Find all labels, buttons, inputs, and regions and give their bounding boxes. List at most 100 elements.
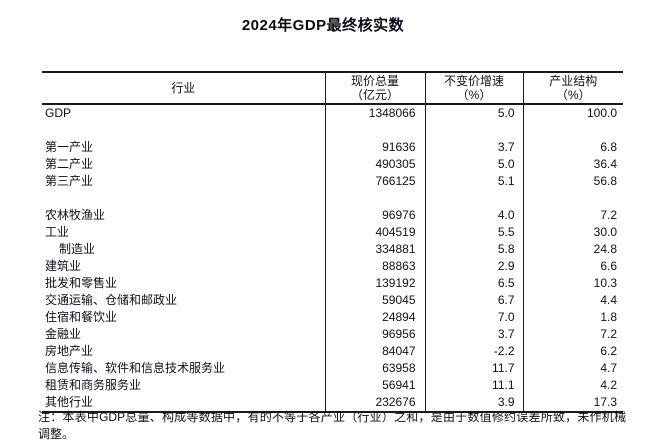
industry-cell: 第二产业 (45, 157, 94, 171)
table-row: 批发和零售业 139192 6.5 10.3 (42, 275, 623, 292)
growth-cell: 4.0 (424, 207, 523, 224)
table-row: 第二产业 490305 5.0 36.4 (42, 156, 623, 173)
growth-cell (424, 122, 523, 139)
industry-cell: 房地产业 (45, 344, 94, 358)
table-footnote: 注：本表中GDP总量、构成等数据中，有的不等于各产业（行业）之和，是由于数值修约… (38, 410, 626, 441)
structure-cell: 4.7 (522, 360, 623, 377)
growth-cell: 7.0 (424, 309, 523, 326)
header-growth: 不变价增速 （%） (424, 72, 523, 105)
header-current-total: 现价总量 （亿元） (324, 72, 425, 105)
growth-cell: 11.1 (424, 377, 523, 394)
structure-cell: 1.8 (522, 309, 623, 326)
structure-cell: 36.4 (522, 156, 623, 173)
structure-cell: 4.2 (522, 377, 623, 394)
structure-cell: 7.2 (522, 326, 623, 343)
industry-cell: 其他行业 (45, 395, 94, 409)
industry-cell: 建筑业 (45, 259, 82, 273)
structure-cell: 6.6 (522, 258, 623, 275)
header-growth-line2: （%） (456, 88, 492, 102)
structure-cell: 17.3 (522, 394, 623, 412)
header-structure-line2: （%） (555, 88, 591, 102)
table-row: 住宿和餐饮业 24894 7.0 1.8 (42, 309, 623, 326)
structure-cell (522, 190, 623, 207)
table-row: 金融业 96956 3.7 7.2 (42, 326, 623, 343)
structure-cell (522, 122, 623, 139)
total-cell: 24894 (324, 309, 425, 326)
table-row: 交通运输、仓储和邮政业 59045 6.7 4.4 (42, 292, 623, 309)
total-cell: 490305 (324, 156, 425, 173)
industry-cell: 农林牧渔业 (45, 208, 106, 222)
industry-cell: 制造业 (59, 242, 96, 256)
growth-cell: 3.7 (424, 326, 523, 343)
industry-cell: 交通运输、仓储和邮政业 (45, 293, 178, 307)
table-row-spacer (42, 122, 623, 139)
structure-cell: 7.2 (522, 207, 623, 224)
header-current-total-line2: （亿元） (350, 88, 399, 102)
table-row: 第三产业 766125 5.1 56.8 (42, 173, 623, 190)
structure-cell: 4.4 (522, 292, 623, 309)
growth-cell: 5.1 (424, 173, 523, 190)
total-cell (324, 122, 425, 139)
table-row-spacer (42, 190, 623, 207)
structure-cell: 24.8 (522, 241, 623, 258)
table-row: 工业 404519 5.5 30.0 (42, 224, 623, 241)
total-cell: 88863 (324, 258, 425, 275)
table-row: 其他行业 232676 3.9 17.3 (42, 394, 623, 412)
growth-cell: 6.7 (424, 292, 523, 309)
structure-cell: 30.0 (522, 224, 623, 241)
growth-cell: 3.9 (424, 394, 523, 412)
table-header: 行业 现价总量 （亿元） 不变价增速 （%） 产业结构 （%） (42, 72, 623, 105)
header-structure: 产业结构 （%） (522, 72, 623, 105)
table-row: GDP 1348066 5.0 100.0 (42, 104, 623, 122)
table-row: 第一产业 91636 3.7 6.8 (42, 139, 623, 156)
page-title: 2024年GDP最终核实数 (241, 17, 405, 34)
growth-cell: 5.0 (424, 104, 523, 122)
header-structure-line1: 产业结构 (549, 74, 598, 88)
growth-cell: 5.0 (424, 156, 523, 173)
industry-cell: 第一产业 (45, 140, 94, 154)
industry-cell: 信息传输、软件和信息技术服务业 (45, 361, 226, 375)
growth-cell: 5.8 (424, 241, 523, 258)
header-industry-label: 行业 (171, 81, 196, 95)
total-cell: 96956 (324, 326, 425, 343)
total-cell: 232676 (324, 394, 425, 412)
total-cell: 63958 (324, 360, 425, 377)
header-current-total-line1: 现价总量 (350, 74, 399, 88)
table-row: 制造业 334881 5.8 24.8 (42, 241, 623, 258)
header-industry: 行业 (42, 72, 325, 105)
total-cell: 96976 (324, 207, 425, 224)
industry-cell: 第三产业 (45, 174, 94, 188)
structure-cell: 10.3 (522, 275, 623, 292)
growth-cell (424, 190, 523, 207)
total-cell: 334881 (324, 241, 425, 258)
growth-cell: 5.5 (424, 224, 523, 241)
structure-cell: 6.8 (522, 139, 623, 156)
total-cell (324, 190, 425, 207)
header-growth-line1: 不变价增速 (443, 74, 504, 88)
structure-cell: 6.2 (522, 343, 623, 360)
gdp-data-table: 行业 现价总量 （亿元） 不变价增速 （%） 产业结构 （%） GDP 1 (42, 71, 623, 413)
table-row: 建筑业 88863 2.9 6.6 (42, 258, 623, 275)
table-row: 租赁和商务服务业 56941 11.1 4.2 (42, 377, 623, 394)
structure-cell: 100.0 (522, 104, 623, 122)
total-cell: 139192 (324, 275, 425, 292)
industry-cell: 住宿和餐饮业 (45, 310, 118, 324)
industry-cell (42, 122, 325, 139)
total-cell: 59045 (324, 292, 425, 309)
growth-cell: -2.2 (424, 343, 523, 360)
table-row: 房地产业 84047 -2.2 6.2 (42, 343, 623, 360)
industry-cell (42, 190, 325, 207)
growth-cell: 11.7 (424, 360, 523, 377)
total-cell: 84047 (324, 343, 425, 360)
table-row: 农林牧渔业 96976 4.0 7.2 (42, 207, 623, 224)
total-cell: 1348066 (324, 104, 425, 122)
growth-cell: 3.7 (424, 139, 523, 156)
structure-cell: 56.8 (522, 173, 623, 190)
industry-cell: 工业 (45, 225, 70, 239)
total-cell: 56941 (324, 377, 425, 394)
total-cell: 766125 (324, 173, 425, 190)
total-cell: 91636 (324, 139, 425, 156)
industry-cell: 批发和零售业 (45, 276, 118, 290)
total-cell: 404519 (324, 224, 425, 241)
growth-cell: 2.9 (424, 258, 523, 275)
